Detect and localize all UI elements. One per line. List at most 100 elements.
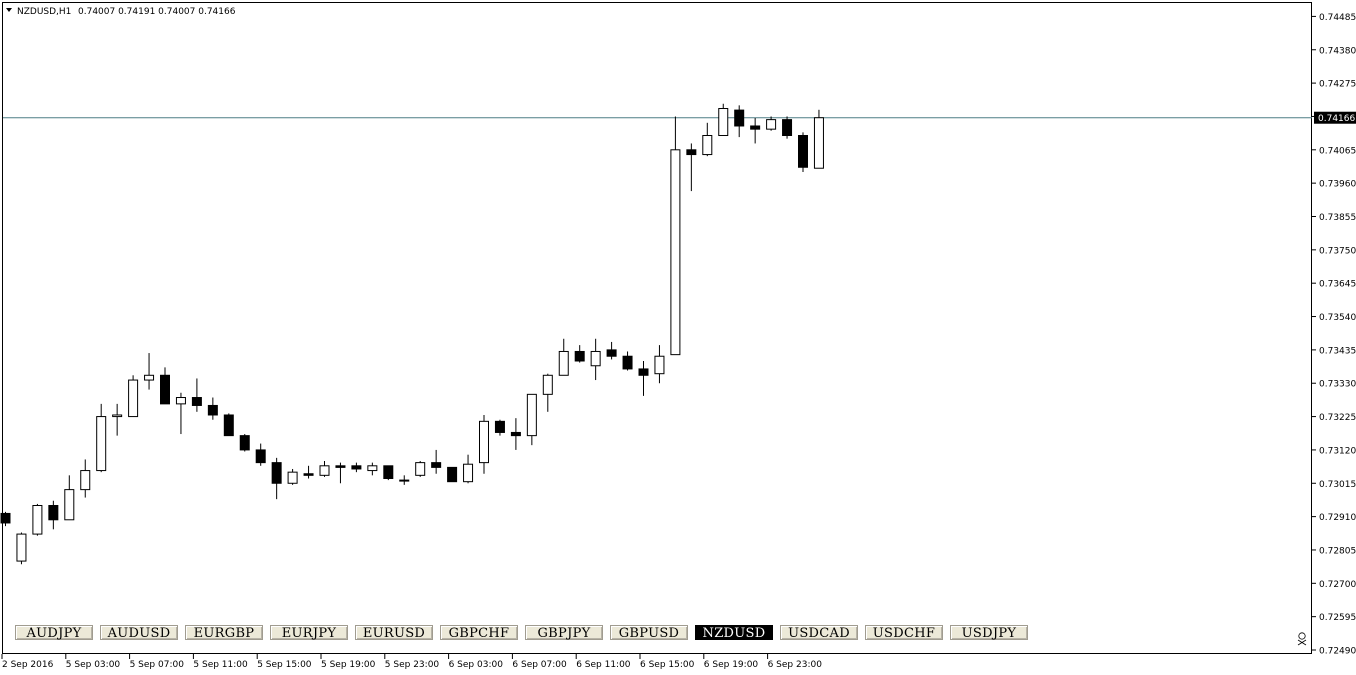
- price-tick-label: 0.73435: [1319, 346, 1356, 356]
- candle-body-bull: [32, 504, 43, 535]
- candle: [16, 532, 27, 565]
- price-tick-label: 0.74275: [1319, 80, 1356, 90]
- candle-body-bear: [303, 473, 314, 476]
- price-tick-label: 0.73120: [1319, 446, 1356, 456]
- candle: [160, 367, 170, 405]
- candle-body-bull: [175, 397, 186, 405]
- candle-body-bear: [223, 414, 234, 437]
- symbol-button-usdchf[interactable]: USDCHF: [865, 625, 943, 641]
- time-tick-label: 6 Sep 15:00: [640, 660, 695, 670]
- candle: [399, 475, 410, 485]
- candle: [542, 373, 553, 412]
- price-tick-label: 0.73960: [1319, 180, 1356, 190]
- candle: [702, 122, 713, 157]
- candle-body-bear: [686, 149, 697, 156]
- candle-body-bull: [479, 420, 489, 464]
- time-tick-label: 6 Sep 23:00: [768, 660, 823, 670]
- candle: [415, 461, 426, 477]
- price-tick-label: 0.73330: [1319, 380, 1356, 390]
- candle: [447, 466, 458, 483]
- candle: [303, 465, 314, 479]
- candle-body-bear: [191, 397, 202, 406]
- candle-body-bear: [351, 465, 362, 470]
- candle-body-bear: [0, 512, 11, 524]
- candle-body-bear: [798, 135, 808, 168]
- candle: [48, 500, 59, 530]
- candle: [654, 345, 665, 384]
- candle: [463, 454, 474, 484]
- candle-body-bear: [271, 462, 282, 484]
- symbol-button-gbpjpy[interactable]: GBPJPY: [525, 625, 603, 641]
- candle-body-bear: [782, 119, 793, 137]
- current-price-marker: 0.74166: [1314, 111, 1356, 124]
- time-tick-label: 6 Sep 07:00: [512, 660, 567, 670]
- candle-body-bull: [144, 374, 155, 381]
- symbol-button-eurusd[interactable]: EURUSD: [355, 625, 433, 641]
- candle-body-bull: [319, 465, 330, 476]
- time-tick-label: 5 Sep 15:00: [257, 660, 312, 670]
- symbol-button-gbpchf[interactable]: GBPCHF: [440, 625, 518, 641]
- candle-body-bull: [654, 355, 665, 375]
- candle-body-bull: [415, 462, 426, 476]
- symbol-button-eurjpy[interactable]: EURJPY: [270, 625, 348, 641]
- candle: [207, 397, 218, 420]
- skull-icon: [1297, 632, 1307, 646]
- candle-body-bear: [447, 466, 458, 483]
- candle: [96, 403, 107, 473]
- ohlc-values: 0.74007 0.74191 0.74007 0.74166: [78, 7, 236, 17]
- time-tick-label: 2 Sep 2016: [2, 660, 54, 670]
- price-axis: 0.744850.743800.742750.741700.740650.739…: [1312, 13, 1356, 657]
- candle: [670, 116, 681, 356]
- candle: [319, 461, 330, 477]
- candle-body-bear: [574, 350, 585, 362]
- symbol-button-gbpusd[interactable]: GBPUSD: [610, 625, 688, 641]
- time-tick-label: 5 Sep 11:00: [193, 660, 248, 670]
- candle-body-bull: [367, 465, 378, 472]
- candle-body-bear: [622, 355, 633, 370]
- candle: [0, 511, 11, 527]
- time-axis: 2 Sep 2016 5 Sep 03:00 5 Sep 07:00 5 Sep 11…: [1, 654, 823, 670]
- candle-body-bear: [383, 465, 394, 480]
- price-tick-label: 0.73540: [1319, 313, 1356, 323]
- candle-body-bull: [112, 414, 123, 418]
- candle: [335, 462, 346, 484]
- candle-body-bear: [160, 374, 170, 405]
- candle-body-bear: [48, 504, 59, 521]
- symbol-button-audjpy[interactable]: AUDJPY: [15, 625, 93, 641]
- candle: [718, 103, 729, 137]
- candle-body-bull: [128, 379, 139, 418]
- symbol-button-audusd[interactable]: AUDUSD: [100, 625, 178, 641]
- dropdown-triangle-icon[interactable]: [6, 8, 12, 12]
- candle-body-bull: [558, 350, 569, 376]
- candle: [558, 338, 569, 376]
- candle: [494, 419, 505, 436]
- candle: [574, 345, 585, 363]
- candle: [383, 465, 394, 481]
- price-tick-label: 0.72910: [1319, 513, 1356, 523]
- candle: [128, 375, 139, 418]
- candle: [734, 105, 745, 138]
- candle-body-bull: [702, 135, 713, 156]
- time-tick-label: 5 Sep 03:00: [66, 660, 121, 670]
- symbol-button-eurgbp[interactable]: EURGBP: [185, 625, 263, 641]
- candle: [112, 403, 123, 436]
- candle-body-bull: [590, 350, 601, 367]
- candle: [144, 353, 155, 390]
- candle-body-bull: [766, 119, 777, 130]
- price-tick-label: 0.74065: [1319, 146, 1356, 156]
- price-tick-label: 0.73750: [1319, 246, 1356, 256]
- symbol-button-usdcad[interactable]: USDCAD: [780, 625, 858, 641]
- time-tick-label: 6 Sep 11:00: [576, 660, 631, 670]
- symbol-button-usdjpy[interactable]: USDJPY: [950, 625, 1028, 641]
- time-tick-label: 5 Sep 19:00: [321, 660, 376, 670]
- candle-body-bear: [510, 431, 521, 437]
- candle-body-bear: [335, 465, 346, 468]
- candle: [175, 392, 186, 435]
- candle-body-bull: [813, 117, 824, 169]
- candle: [510, 418, 521, 450]
- candle-body-bear: [431, 462, 442, 468]
- price-tick-label: 0.72595: [1319, 613, 1356, 623]
- candle-body-bull: [96, 416, 107, 472]
- symbol-button-nzdusd[interactable]: NZDUSD: [695, 625, 773, 641]
